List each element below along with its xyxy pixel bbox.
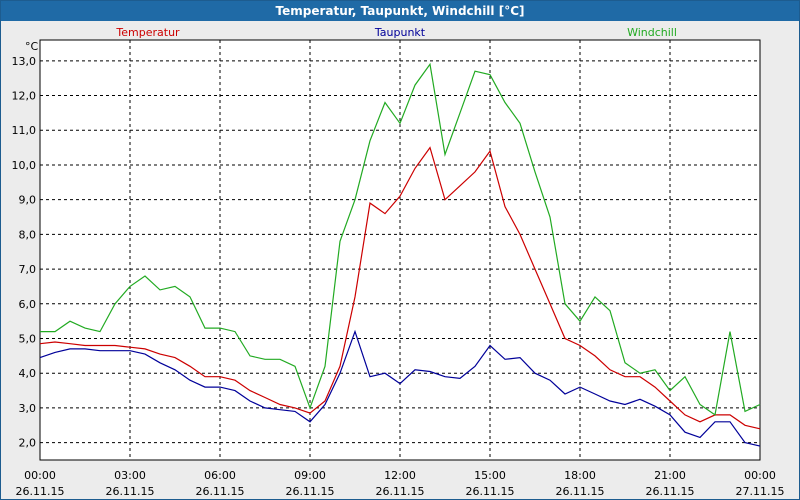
x-tick-time-label: 00:00 <box>24 469 56 482</box>
x-tick-time-label: 12:00 <box>384 469 416 482</box>
series-line-taupunkt <box>39 329 761 447</box>
x-tick-date-label: 26.11.15 <box>376 485 425 498</box>
x-tick-time-label: 06:00 <box>204 469 236 482</box>
x-tick-date-label: 26.11.15 <box>646 485 695 498</box>
x-tick-date-label: 26.11.15 <box>286 485 335 498</box>
y-tick-label: 9,0 <box>19 194 37 207</box>
y-axis-unit-label: °C <box>25 40 39 53</box>
legend-taupunkt: Taupunkt <box>374 26 426 39</box>
x-tick-date-label: 26.11.15 <box>106 485 155 498</box>
series-line-temperatur <box>39 146 761 430</box>
x-tick-date-label: 26.11.15 <box>466 485 515 498</box>
y-tick-label: 10,0 <box>12 159 37 172</box>
y-tick-label: 8,0 <box>19 228 37 241</box>
x-tick-time-label: 03:00 <box>114 469 146 482</box>
data-series <box>39 62 761 447</box>
y-tick-label: 4,0 <box>19 367 37 380</box>
x-tick-time-label: 00:00 <box>744 469 776 482</box>
y-tick-label: 11,0 <box>12 124 37 137</box>
series-line-windchill <box>40 62 761 416</box>
legend-temperatur: Temperatur <box>115 26 180 39</box>
x-tick-date-label: 26.11.15 <box>16 485 65 498</box>
x-tick-time-label: 09:00 <box>294 469 326 482</box>
y-tick-label: 7,0 <box>19 263 37 276</box>
y-tick-label: 5,0 <box>19 333 37 346</box>
y-tick-label: 12,0 <box>12 90 37 103</box>
y-axis-tick-labels: 2,0 3,0 4,0 5,0 6,0 7,0 8,0 9,0 10,0 11,0 12,0 13,0 <box>12 55 37 450</box>
x-tick-time-label: 15:00 <box>474 469 506 482</box>
x-axis-tick-labels: 00:00 26.11.15 03:00 26.11.15 06:00 26.11.15 0… <box>16 469 785 498</box>
x-tick-time-label: 21:00 <box>654 469 686 482</box>
x-tick-date-label: 26.11.15 <box>196 485 245 498</box>
y-tick-label: 6,0 <box>19 298 37 311</box>
y-tick-label: 3,0 <box>19 402 37 415</box>
x-tick-date-label: 26.11.15 <box>556 485 605 498</box>
x-tick-date-label: 27.11.15 <box>736 485 785 498</box>
y-tick-label: 2,0 <box>19 437 37 450</box>
grid-lines <box>40 40 760 460</box>
window-title: Temperatur, Taupunkt, Windchill [°C] <box>1 1 799 21</box>
y-tick-label: 13,0 <box>12 55 37 68</box>
x-tick-time-label: 18:00 <box>564 469 596 482</box>
legend-windchill: Windchill <box>627 26 677 39</box>
